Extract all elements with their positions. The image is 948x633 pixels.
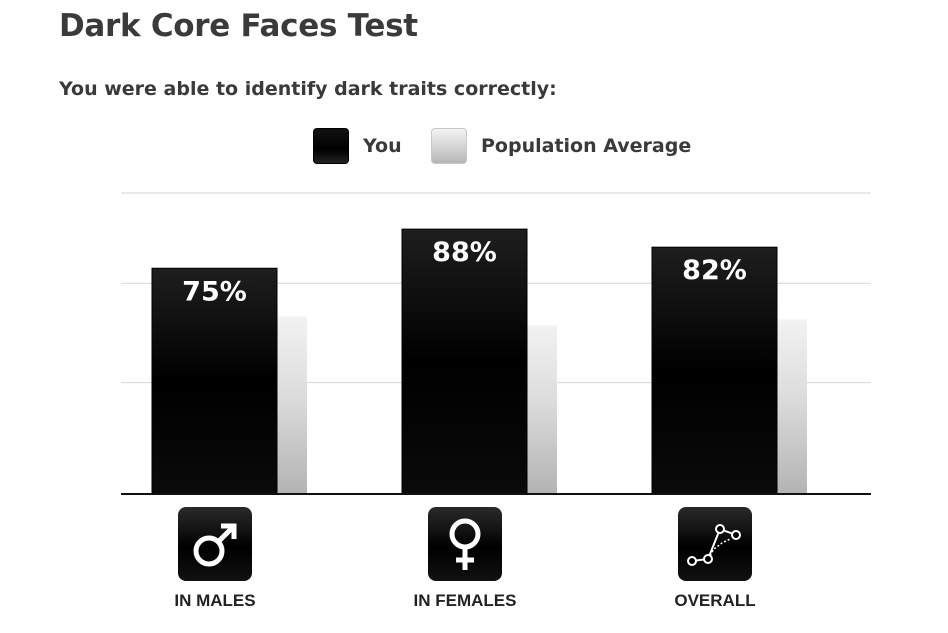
legend-item-population-average: Population Average xyxy=(431,127,691,165)
bar-population-average xyxy=(277,316,307,494)
category-label: OVERALL xyxy=(674,591,756,610)
bars xyxy=(151,228,807,495)
bar-population-average xyxy=(777,319,807,494)
legend-swatch-population-average xyxy=(431,128,467,164)
legend-label-you: You xyxy=(363,135,402,157)
category-label: IN FEMALES xyxy=(413,591,517,610)
data-labels: 75% 88% 82% xyxy=(182,237,747,307)
category-overall: OVERALL xyxy=(625,507,805,611)
data-label-you: 75% xyxy=(182,276,247,307)
bar-population-average xyxy=(527,325,557,494)
line-graph-icon xyxy=(678,507,752,581)
category-label: IN MALES xyxy=(174,591,256,610)
category-in-females: IN FEMALES xyxy=(375,507,555,611)
bar-you xyxy=(151,267,278,495)
legend-item-you: You xyxy=(313,127,402,165)
male-symbol-icon xyxy=(178,507,252,581)
category-in-males: IN MALES xyxy=(125,507,305,611)
legend-label-population-average: Population Average xyxy=(481,135,692,157)
bar-you xyxy=(651,246,778,495)
data-label-you: 82% xyxy=(682,255,747,286)
bar-you xyxy=(401,228,528,495)
page-subtitle: You were able to identify dark traits co… xyxy=(59,78,557,100)
female-symbol-icon xyxy=(428,507,502,581)
chart-legend: You Population Average xyxy=(0,127,948,165)
page-title: Dark Core Faces Test xyxy=(59,8,418,44)
legend-swatch-you xyxy=(313,128,349,164)
data-label-you: 88% xyxy=(432,237,497,268)
